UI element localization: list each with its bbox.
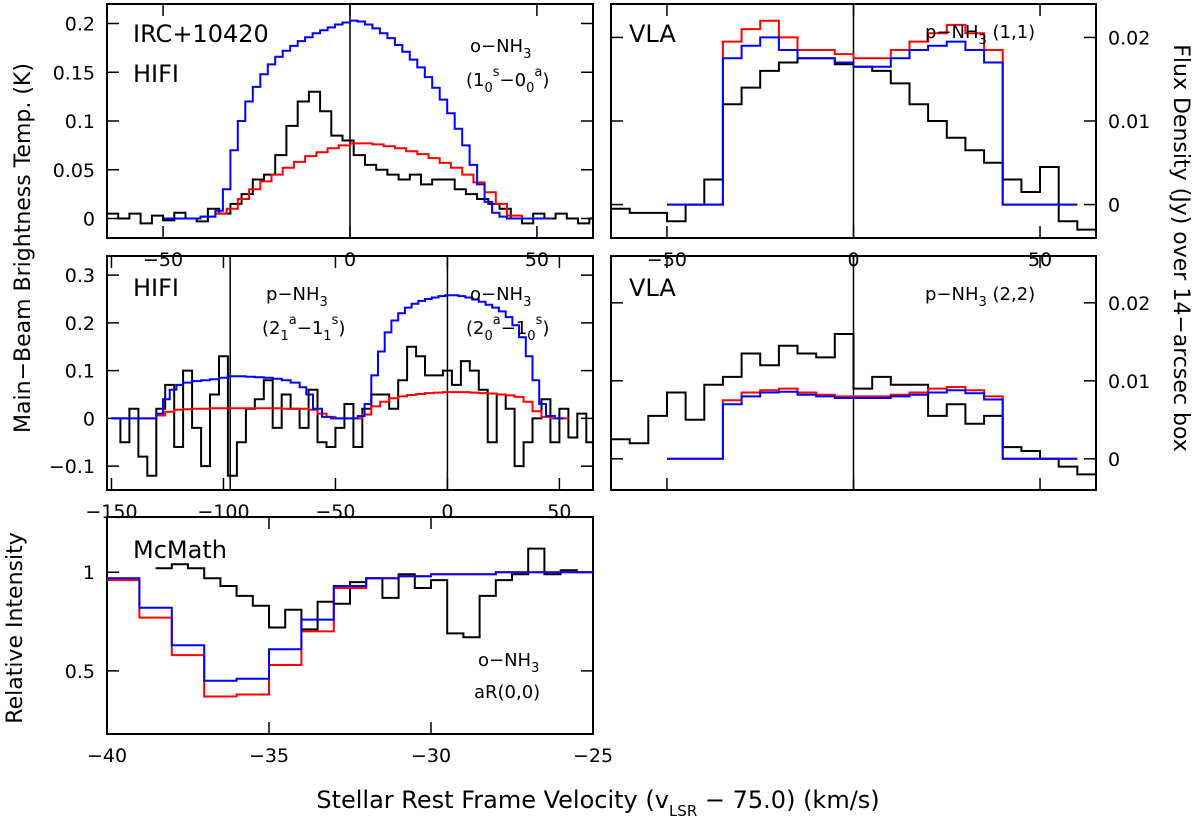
ylabel-right: Flux Density (Jy) over 14−arcsec box [1168,44,1193,452]
p5-title: McMath [133,536,227,564]
ylabel-bottom: Relative Intensity [3,532,28,723]
p3-xtick-label: 0 [441,501,453,523]
p3-ytick-label: 0.3 [65,265,95,287]
p4-plot: 0 0.01 0.02 [611,256,1150,490]
p3-ytick-label: −0.1 [49,456,95,478]
p3-ytick-label: 0.1 [65,361,95,383]
p5-xtick-label: −35 [249,745,289,767]
p1-ytick-label: 0 [83,209,95,231]
p5-xtick-label: −30 [411,745,451,767]
p1-series-model-red [163,142,552,220]
p4-line-label: p−NH3 (2,2) [925,284,1035,310]
p5-line-label-2: aR(0,0) [474,682,540,703]
p2-line-label: p−NH3 (1,1) [925,22,1035,48]
p5-series-model-blue [107,571,593,682]
p3-line-label-a-transition: (21a−11s) [262,313,345,344]
p4-title: VLA [629,274,676,302]
p1-plot: −50 0 50 0 0.05 0.1 0.15 0.2 [53,4,593,271]
p1-title: IRC+10420 [133,20,269,48]
p3-ytick-label: 0.2 [65,313,95,335]
p2-title: VLA [629,20,676,48]
p4-ytick-label: 0.01 [1108,371,1150,393]
p3-plot: −150 −100 −50 0 50 −0.1 0 0.1 0.2 0.3 [49,256,593,523]
p4-series-observed [611,333,1096,476]
xlabel: Stellar Rest Frame Velocity (vLSR − 75.0… [316,786,879,816]
p3-xtick-label: 50 [547,501,571,523]
p4-ytick-label: 0.02 [1108,293,1150,315]
p5-xtick-label: −40 [87,745,127,767]
p4-ytick-label: 0 [1108,449,1120,471]
p3-ytick-label: 0 [83,408,95,430]
p1-xtick-label: −50 [143,249,183,271]
ylabel-left: Main−Beam Brightness Temp. (K) [11,63,36,433]
p1-line-label-transition: (10s−00a) [466,65,549,96]
p5-ytick-label: 1 [83,562,95,584]
p1-series-model-blue [163,19,552,220]
p1-ytick-label: 0.05 [53,160,95,182]
p1-series-observed [107,90,593,225]
p5-line-label: o−NH3 [478,650,539,676]
p5-xtick-label: −25 [573,745,613,767]
p1-line-label: o−NH3 [470,36,531,62]
p3-series-observed [111,345,593,477]
p3-line-label-a: p−NH3 [266,284,328,310]
p2-series-model-red [667,19,1078,206]
p3-series-model-red [111,391,569,420]
p3-line-label-b: o−NH3 [470,284,531,310]
p3-title: HIFI [133,274,179,302]
p1-xtick-label: 50 [525,249,549,271]
p3-xtick-label: −150 [85,501,137,523]
p3-line-label-b-transition: (20a−10s) [466,313,549,344]
p2-ytick-label: 0.01 [1108,111,1150,133]
p5-plot: −40 −35 −30 −25 0.5 1 [65,517,613,767]
p3-xtick-label: −100 [197,501,249,523]
p1-ytick-label: 0.15 [53,62,95,84]
p5-frame [106,516,594,735]
p2-series-observed [611,57,1096,231]
p2-series-model-blue [667,36,1078,206]
p2-ytick-label: 0.02 [1108,27,1150,49]
p2-ytick-label: 0 [1108,195,1120,217]
p5-series-model-red [107,571,593,698]
p3-xtick-label: −50 [315,501,355,523]
p4-series-model-blue [667,389,1078,460]
p5-ytick-label: 0.5 [65,661,95,683]
p1-ytick-label: 0.1 [65,111,95,133]
p1-subtitle: HIFI [133,60,179,88]
p3-series-model-blue [111,294,564,420]
p1-xtick-label: 0 [344,249,356,271]
p1-ytick-label: 0.2 [65,14,95,36]
p3-frame [106,255,594,491]
